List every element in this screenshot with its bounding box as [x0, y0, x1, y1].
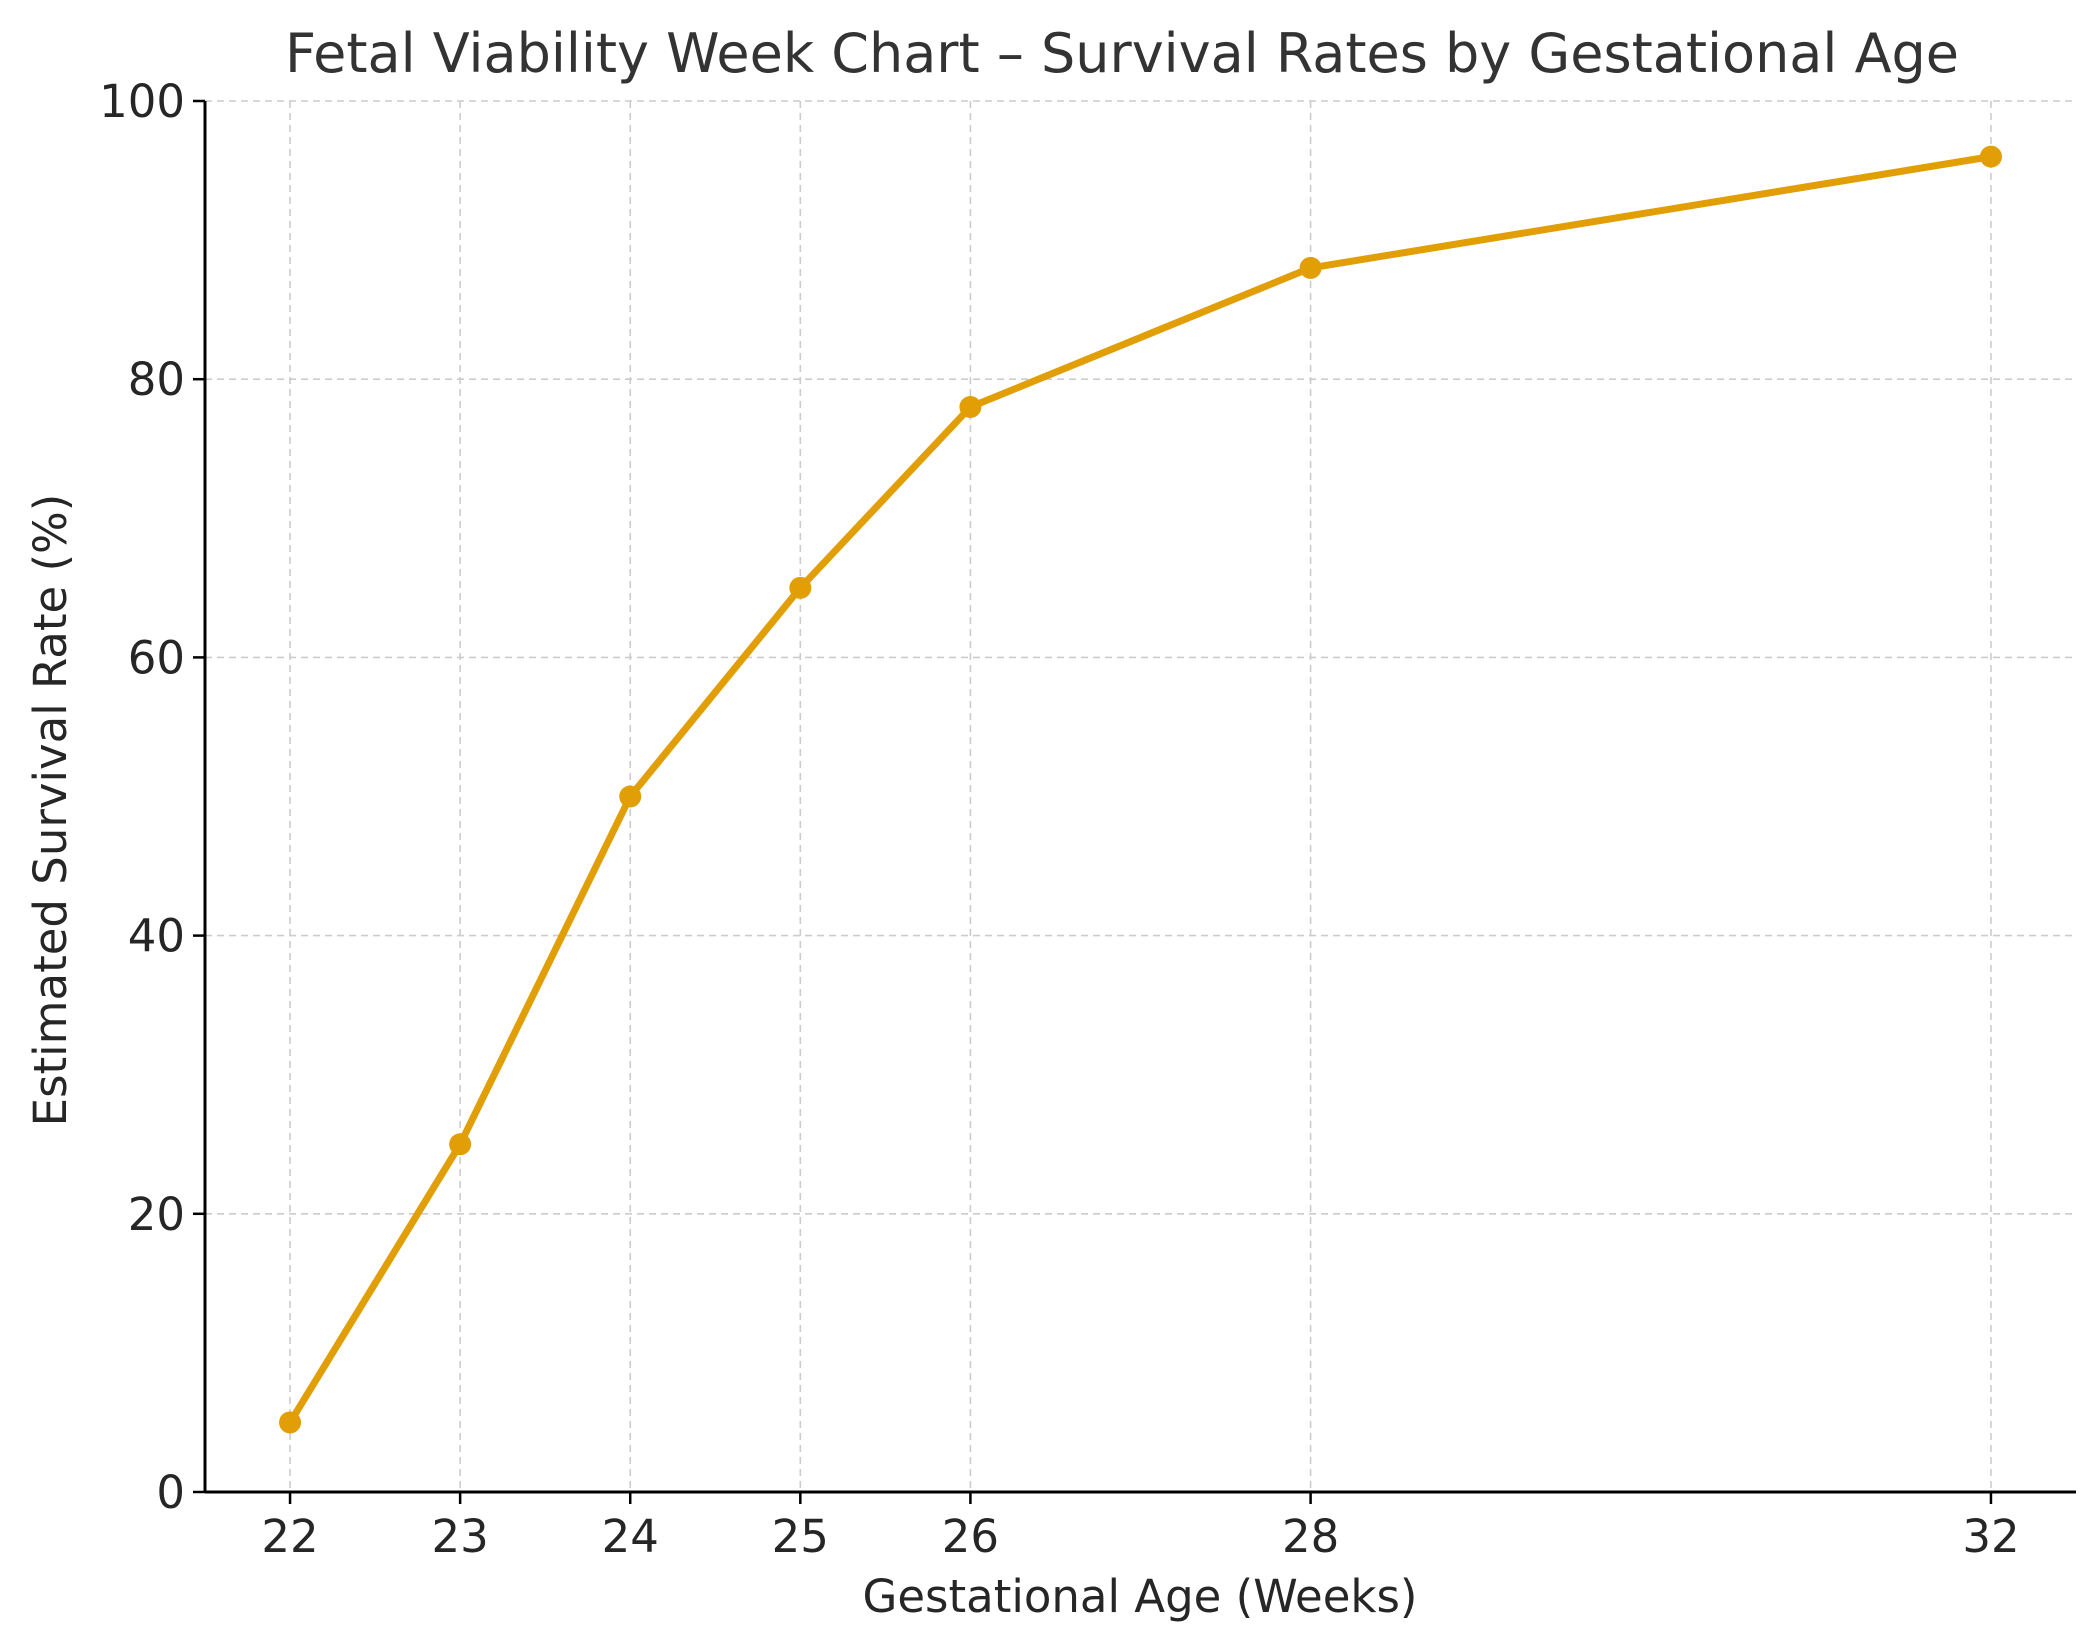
- y-tick-label-20: 20: [128, 1188, 185, 1241]
- y-tick-label-60: 60: [128, 631, 185, 684]
- x-tick-label-32: 32: [1962, 1510, 2019, 1563]
- data-point-24: [619, 785, 642, 808]
- data-point-26: [959, 396, 982, 419]
- x-tick-label-23: 23: [432, 1510, 489, 1563]
- data-point-25: [789, 576, 812, 599]
- y-axis-label: Estimated Survival Rate (%): [24, 494, 77, 1127]
- x-axis-label: Gestational Age (Weeks): [863, 1570, 1418, 1623]
- data-point-23: [449, 1133, 472, 1156]
- tick-labels: 22 23 24 25 26 28 32 0 20 40 60 80 100: [99, 75, 2019, 1563]
- x-tick-label-24: 24: [602, 1510, 659, 1563]
- x-tick-label-26: 26: [942, 1510, 999, 1563]
- data-point-22: [279, 1411, 302, 1434]
- y-tick-label-80: 80: [128, 353, 185, 406]
- axes: [203, 101, 2076, 1494]
- x-tick-label-22: 22: [261, 1510, 318, 1563]
- x-tick-label-28: 28: [1282, 1510, 1339, 1563]
- x-tick-label-25: 25: [772, 1510, 829, 1563]
- chart-title: Fetal Viability Week Chart – Survival Ra…: [285, 22, 1959, 85]
- series: [279, 145, 2002, 1434]
- y-tick-label-0: 0: [156, 1466, 185, 1519]
- data-point-28: [1299, 256, 1322, 279]
- grid: [205, 100, 2076, 1493]
- y-tick-label-100: 100: [99, 75, 185, 128]
- data-point-32: [1979, 145, 2002, 168]
- y-tick-label-40: 40: [128, 910, 185, 963]
